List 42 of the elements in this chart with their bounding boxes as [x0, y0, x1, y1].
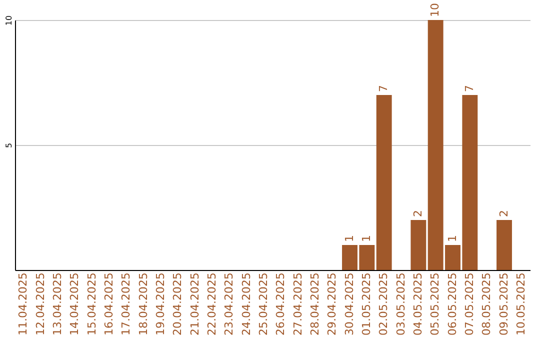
- x-tick-label: 03.05.2025: [394, 272, 408, 336]
- y-tick-label: 5: [4, 142, 14, 148]
- x-tick-label: 28.04.2025: [308, 272, 322, 336]
- x-tick-label: 20.04.2025: [171, 272, 184, 336]
- x-tick-label: 29.04.2025: [326, 272, 339, 336]
- x-tick-label: 21.04.2025: [188, 272, 202, 336]
- x-tick-label: 05.05.2025: [428, 272, 442, 336]
- bar: [496, 220, 512, 270]
- x-tick-label: 06.05.2025: [446, 272, 459, 336]
- x-tick-label: 01.05.2025: [360, 272, 373, 336]
- x-tick-label: 23.04.2025: [222, 272, 236, 336]
- bar: [376, 95, 392, 270]
- x-tick-label: 07.05.2025: [462, 272, 476, 336]
- x-tick-label: 26.04.2025: [274, 272, 288, 336]
- x-tick-label: 18.04.2025: [136, 272, 150, 336]
- x-tick-label: 11.04.2025: [16, 272, 30, 336]
- data-label: 2: [497, 210, 510, 217]
- x-tick-label: 24.04.2025: [240, 272, 253, 336]
- x-tick-label: 14.04.2025: [68, 272, 82, 336]
- x-tick-label: 10.05.2025: [514, 272, 528, 336]
- x-tick-label: 04.05.2025: [411, 272, 424, 336]
- x-tick-label: 15.04.2025: [85, 272, 98, 336]
- x-tick-label: 09.05.2025: [497, 272, 510, 336]
- x-tick-label: 13.04.2025: [50, 272, 64, 336]
- x-tick-label: 02.05.2025: [377, 272, 390, 336]
- x-tick-label: 22.04.2025: [205, 272, 218, 336]
- data-label: 7: [462, 85, 476, 92]
- x-tick-label: 30.04.2025: [342, 272, 356, 336]
- x-tick-label: 25.04.2025: [256, 272, 270, 336]
- data-label: 7: [377, 85, 390, 92]
- x-tick-label: 19.04.2025: [154, 272, 167, 336]
- data-label: 2: [411, 210, 424, 217]
- x-tick-label: 27.04.2025: [291, 272, 304, 336]
- data-label: 1: [360, 235, 373, 242]
- bar: [410, 220, 426, 270]
- data-label: 1: [446, 235, 459, 242]
- x-tick-label: 16.04.2025: [102, 272, 116, 336]
- x-tick-label: 12.04.2025: [34, 272, 47, 336]
- x-tick-label: 17.04.2025: [120, 272, 133, 336]
- x-tick-label: 08.05.2025: [480, 272, 494, 336]
- data-label: 1: [342, 235, 356, 242]
- data-label: 10: [428, 3, 442, 17]
